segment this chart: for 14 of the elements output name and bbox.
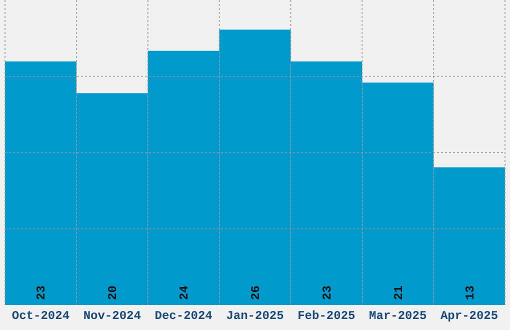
data-label: 21 <box>392 286 406 300</box>
x-tick-label: Mar-2025 <box>369 309 427 323</box>
x-tick-label: Dec-2024 <box>154 309 212 323</box>
x-tick-label: Feb-2025 <box>298 309 356 323</box>
data-label: 13 <box>463 286 478 300</box>
data-label: 23 <box>34 286 49 300</box>
x-tick-label: Nov-2024 <box>83 309 141 323</box>
data-label: 23 <box>320 286 334 300</box>
data-label: 26 <box>249 286 263 300</box>
data-label: 20 <box>106 286 120 300</box>
x-tick-label: Jan-2025 <box>226 309 284 323</box>
data-label: 24 <box>178 286 192 300</box>
x-tick-label: Oct-2024 <box>12 309 70 323</box>
x-tick-label: Apr-2025 <box>440 309 498 323</box>
